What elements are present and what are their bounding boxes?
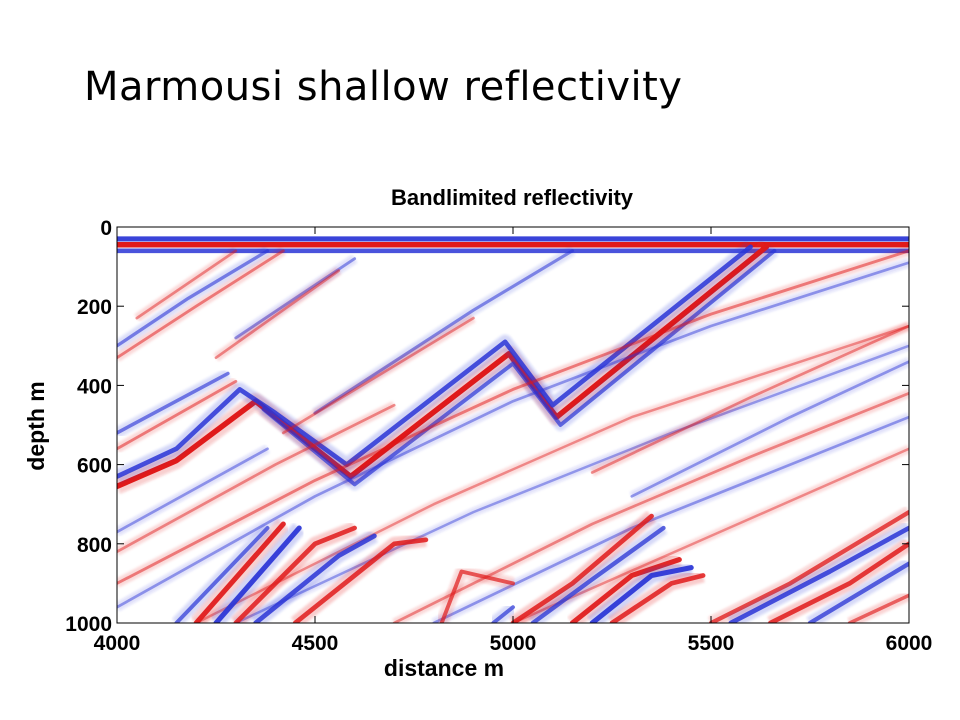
y-tick-label: 400 (77, 375, 112, 398)
reflector-layer (117, 231, 909, 623)
x-tick-label: 4500 (292, 632, 339, 655)
y-tick-label: 600 (77, 455, 112, 478)
x-axis: 4000 4500 5000 5500 6000 (94, 227, 933, 655)
reflector-positive-30 (439, 569, 515, 623)
reflector-positive-26 (233, 525, 357, 623)
reflector-negative-38 (728, 525, 909, 623)
reflector-negative-7 (117, 371, 230, 435)
reflector-negative-43 (630, 360, 909, 498)
reflector-negative-25 (213, 525, 302, 623)
y-tick-label: 1000 (65, 613, 112, 636)
reflector-negative-4 (117, 244, 753, 479)
reflector-negative-18 (117, 447, 269, 534)
reflector-positive-35 (609, 573, 706, 623)
reflector-positive-31 (510, 513, 654, 623)
reflector-halo-14 (280, 314, 476, 437)
x-tick-label: 6000 (886, 632, 933, 655)
y-tick-label: 200 (77, 296, 112, 319)
reflector-positive-8 (117, 249, 285, 360)
reflector-negative-29 (174, 526, 270, 623)
reflector-halo-10 (134, 247, 239, 322)
reflector-halo-19 (194, 321, 909, 623)
reflector-negative-9 (117, 249, 270, 348)
reflector-negative-15 (117, 261, 909, 609)
reflector-negative-34 (589, 565, 694, 623)
slide-title: Marmousi shallow reflectivity (84, 64, 683, 110)
reflector-positive-6 (117, 379, 238, 451)
reflector-positive-33 (569, 557, 682, 623)
x-tick-label: 4000 (94, 632, 141, 655)
reflector-positive-10 (135, 249, 238, 320)
y-tick-label: 0 (100, 217, 112, 240)
y-axis-label: depth m (23, 381, 49, 470)
y-axis: 0 200 400 600 800 1000 (65, 217, 909, 636)
reflector-halo-15 (117, 258, 909, 612)
reflector-halo-12 (213, 266, 342, 362)
reflector-negative-40 (807, 561, 909, 623)
reflector-positive-28 (292, 537, 429, 623)
y-tick-label: 800 (77, 534, 112, 557)
reflector-positive-19 (194, 324, 909, 623)
reflector-negative-27 (253, 533, 377, 623)
reflector-halo-42 (590, 321, 909, 477)
reflector-positive-17 (117, 403, 396, 554)
reflector-negative-36 (491, 605, 515, 623)
reflector-negative-5 (261, 248, 777, 487)
reflector-negative-32 (530, 525, 666, 623)
x-tick-label: 5500 (688, 632, 735, 655)
reflector-positive-14 (281, 316, 475, 435)
reflector-positive-42 (590, 324, 909, 474)
reflector-halo-43 (629, 357, 909, 501)
reflector-positive-24 (193, 521, 286, 623)
reflector-halo-17 (117, 401, 397, 556)
reflector-halo-18 (117, 444, 270, 536)
x-axis-label: distance m (384, 655, 504, 681)
reflector-positive-39 (768, 541, 909, 623)
reflector-positive-41 (847, 593, 909, 623)
reflector-positive-37 (708, 509, 909, 623)
reflector-positive-16 (117, 249, 909, 585)
reflector-positive-12 (214, 269, 341, 360)
chart-title: Bandlimited reflectivity (391, 185, 634, 210)
x-tick-label: 5000 (490, 632, 537, 655)
